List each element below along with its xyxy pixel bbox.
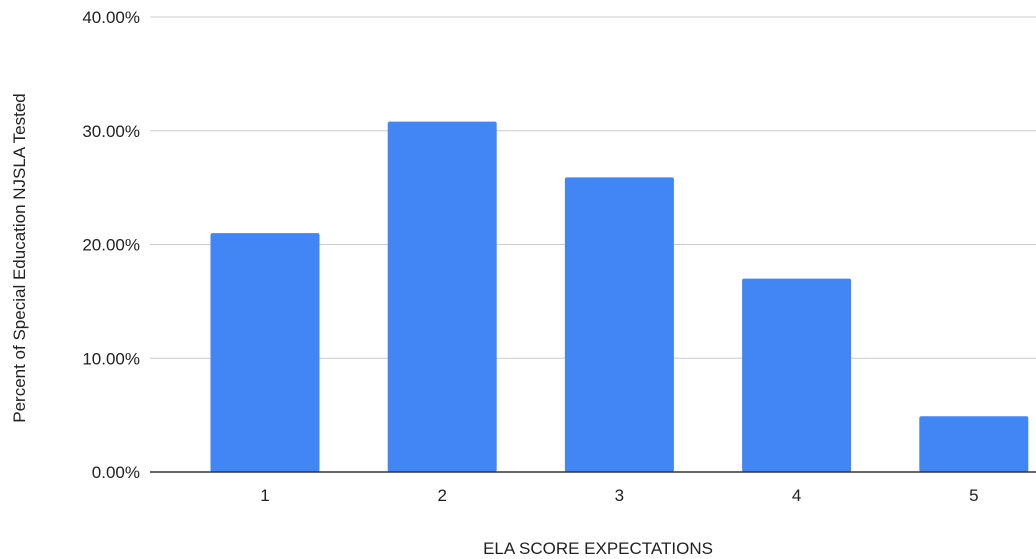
bar-3: [564, 177, 674, 472]
bars: [210, 121, 1029, 473]
x-tick-label: 3: [615, 486, 624, 505]
bar-1: [210, 233, 320, 472]
y-tick-label: 10.00%: [82, 349, 140, 368]
bar-2: [387, 121, 497, 473]
x-tick-label: 5: [969, 486, 978, 505]
y-axis-title: Percent of Special Education NJSLA Teste…: [10, 93, 29, 423]
x-tick-label: 1: [260, 486, 269, 505]
y-tick-labels: 0.00% 10.00% 20.00% 30.00% 40.00%: [82, 8, 140, 482]
bar-4: [742, 278, 852, 472]
y-tick-label: 20.00%: [82, 236, 140, 255]
y-tick-label: 0.00%: [92, 463, 140, 482]
x-tick-labels: 1 2 3 4 5: [260, 486, 978, 505]
x-tick-label: 4: [792, 486, 801, 505]
bar-5: [919, 416, 1029, 472]
y-tick-label: 30.00%: [82, 122, 140, 141]
x-tick-label: 2: [437, 486, 446, 505]
y-tick-label: 40.00%: [82, 8, 140, 27]
x-axis-title: ELA SCORE EXPECTATIONS: [483, 539, 713, 558]
